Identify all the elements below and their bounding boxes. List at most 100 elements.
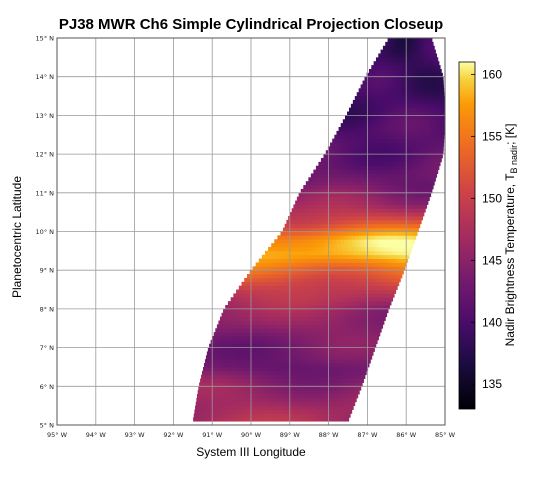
heatmap-cell xyxy=(331,270,336,275)
heatmap-cell xyxy=(264,281,270,287)
heatmap-cell xyxy=(297,363,302,368)
heatmap-cell xyxy=(301,212,306,217)
heatmap-cell xyxy=(264,370,269,376)
heatmap-cell xyxy=(268,281,273,287)
heatmap-cell xyxy=(214,339,219,345)
heatmap-cell xyxy=(234,347,240,352)
heatmap-cell xyxy=(386,188,391,194)
heatmap-cell xyxy=(337,150,342,155)
heatmap-cell xyxy=(366,328,371,333)
x-tick-label: 94° W xyxy=(86,431,107,439)
heatmap-cell xyxy=(299,231,305,236)
heatmap-cell xyxy=(313,324,319,329)
heatmap-cell xyxy=(361,142,366,147)
heatmap-cell xyxy=(303,382,309,387)
heatmap-cell xyxy=(341,142,346,147)
heatmap-cell xyxy=(361,231,367,236)
heatmap-cell xyxy=(289,301,295,306)
heatmap-cell xyxy=(256,370,261,376)
heatmap-cell xyxy=(314,332,319,337)
heatmap-cell xyxy=(314,409,319,414)
heatmap-cell xyxy=(261,328,267,333)
heatmap-cell xyxy=(286,359,291,364)
y-tick-label: 11° N xyxy=(36,189,55,197)
heatmap-cell xyxy=(259,394,264,399)
heatmap-cell xyxy=(348,301,353,306)
heatmap-cell xyxy=(406,169,411,174)
heatmap-cell xyxy=(341,324,346,329)
heatmap-cell xyxy=(343,401,348,407)
heatmap-cell xyxy=(361,355,366,360)
heatmap-cell xyxy=(358,235,364,240)
heatmap-cell xyxy=(334,386,339,391)
heatmap-cell xyxy=(385,61,390,66)
heatmap-cell xyxy=(323,231,328,236)
heatmap-cell xyxy=(269,401,274,407)
heatmap-cell xyxy=(313,394,318,399)
heatmap-cell xyxy=(427,173,432,178)
heatmap-cell xyxy=(339,401,344,407)
heatmap-cell xyxy=(367,138,372,143)
heatmap-cell xyxy=(259,413,265,418)
heatmap-cell xyxy=(370,88,375,93)
heatmap-cell xyxy=(288,382,293,387)
heatmap-cell xyxy=(379,130,384,136)
heatmap-cell xyxy=(383,219,388,225)
heatmap-cell xyxy=(389,88,394,93)
heatmap-cell xyxy=(228,324,233,329)
heatmap-cell xyxy=(432,177,436,182)
heatmap-cell xyxy=(404,231,409,236)
heatmap-cell xyxy=(375,219,380,225)
heatmap-cell xyxy=(286,301,291,306)
heatmap-cell xyxy=(299,246,304,252)
heatmap-cell xyxy=(209,413,214,418)
heatmap-cell xyxy=(360,115,365,120)
heatmap-cell xyxy=(367,359,371,364)
heatmap-cell xyxy=(344,335,349,341)
heatmap-cell xyxy=(237,339,243,345)
heatmap-cell xyxy=(351,146,356,151)
heatmap-cell xyxy=(381,80,387,85)
heatmap-cell xyxy=(286,219,291,225)
heatmap-cell xyxy=(292,308,298,314)
heatmap-cell xyxy=(324,239,329,244)
heatmap-cell xyxy=(350,127,355,132)
heatmap-cell xyxy=(390,45,395,51)
heatmap-cell xyxy=(414,92,420,97)
heatmap-cell xyxy=(405,103,410,109)
heatmap-cell xyxy=(376,266,381,271)
heatmap-cell xyxy=(400,61,406,66)
heatmap-cell xyxy=(436,53,438,58)
heatmap-cell xyxy=(418,99,424,105)
heatmap-cell xyxy=(250,274,256,279)
heatmap-cell xyxy=(362,235,368,240)
heatmap-cell xyxy=(414,212,419,217)
heatmap-cell xyxy=(354,235,360,240)
heatmap-cell xyxy=(431,68,436,74)
heatmap-cell xyxy=(312,308,317,314)
heatmap-cell xyxy=(332,274,337,279)
heatmap-cell xyxy=(302,277,307,283)
heatmap-cell xyxy=(410,227,416,232)
heatmap-cell xyxy=(219,316,225,321)
x-tick-label: 88° W xyxy=(319,431,340,439)
heatmap-cell xyxy=(339,297,344,302)
heatmap-cell xyxy=(379,57,385,62)
heatmap-cell xyxy=(242,328,247,333)
heatmap-cell xyxy=(230,339,235,345)
heatmap-cell xyxy=(361,281,367,287)
heatmap-cell xyxy=(345,161,350,167)
heatmap-cell xyxy=(354,250,359,256)
heatmap-cell xyxy=(358,223,363,229)
heatmap-cell xyxy=(313,181,318,186)
heatmap-cell xyxy=(357,216,363,221)
heatmap-cell xyxy=(238,308,243,314)
heatmap-cell xyxy=(426,181,431,186)
heatmap-cell xyxy=(345,185,351,190)
heatmap-cell xyxy=(368,161,374,167)
heatmap-cell xyxy=(306,266,312,271)
heatmap-cell xyxy=(350,405,354,410)
heatmap-cell xyxy=(387,192,393,198)
heatmap-cell xyxy=(318,312,323,318)
heatmap-cell xyxy=(258,258,264,263)
